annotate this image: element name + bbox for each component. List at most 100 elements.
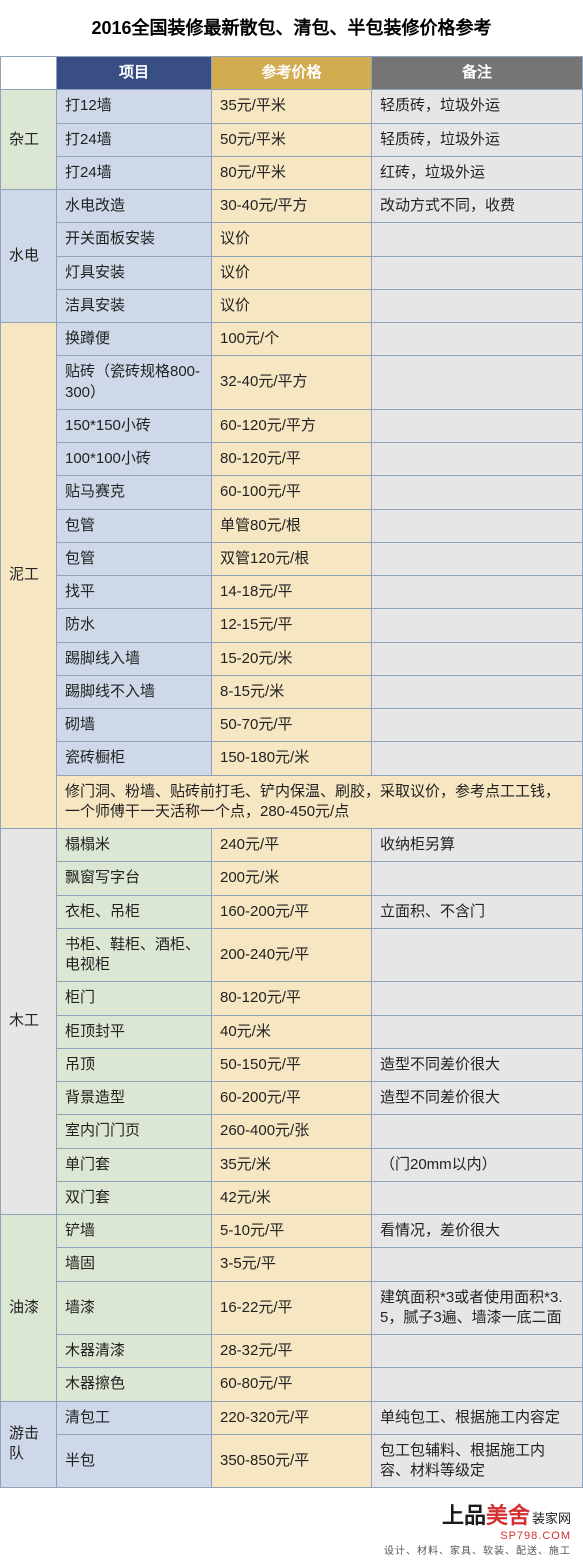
price-cell: 32-40元/平方 bbox=[212, 356, 372, 410]
footer-logo-a: 上品 bbox=[442, 1503, 486, 1528]
item-cell: 书柜、鞋柜、酒柜、电视柜 bbox=[57, 928, 212, 982]
item-cell: 墙漆 bbox=[57, 1281, 212, 1335]
note-cell bbox=[372, 982, 583, 1015]
table-row: 包管双管120元/根 bbox=[1, 542, 583, 575]
table-row: 修门洞、粉墙、贴砖前打毛、铲内保温、刷胶，采取议价，参考点工工钱，一个师傅干一天… bbox=[1, 775, 583, 829]
note-cell: 看情况，差价很大 bbox=[372, 1215, 583, 1248]
item-cell: 踢脚线不入墙 bbox=[57, 675, 212, 708]
note-cell bbox=[372, 1181, 583, 1214]
price-cell: 60-120元/平方 bbox=[212, 409, 372, 442]
item-cell: 半包 bbox=[57, 1434, 212, 1488]
price-table: 项目 参考价格 备注 杂工打12墙35元/平米轻质砖，垃圾外运打24墙50元/平… bbox=[0, 56, 583, 1488]
price-cell: 80-120元/平 bbox=[212, 443, 372, 476]
table-row: 灯具安装议价 bbox=[1, 256, 583, 289]
price-cell: 议价 bbox=[212, 256, 372, 289]
note-cell: 单纯包工、根据施工内容定 bbox=[372, 1401, 583, 1434]
price-cell: 60-200元/平 bbox=[212, 1082, 372, 1115]
price-cell: 35元/平米 bbox=[212, 90, 372, 123]
item-cell: 衣柜、吊柜 bbox=[57, 895, 212, 928]
table-body: 杂工打12墙35元/平米轻质砖，垃圾外运打24墙50元/平米轻质砖，垃圾外运打2… bbox=[1, 90, 583, 1488]
table-row: 贴马赛克60-100元/平 bbox=[1, 476, 583, 509]
item-cell: 榻榻米 bbox=[57, 829, 212, 862]
item-cell: 洁具安装 bbox=[57, 289, 212, 322]
note-cell bbox=[372, 509, 583, 542]
item-cell: 背景造型 bbox=[57, 1082, 212, 1115]
price-cell: 42元/米 bbox=[212, 1181, 372, 1214]
price-cell: 14-18元/平 bbox=[212, 576, 372, 609]
table-row: 砌墙50-70元/平 bbox=[1, 709, 583, 742]
table-row: 木器清漆28-32元/平 bbox=[1, 1335, 583, 1368]
category-cell: 水电 bbox=[1, 190, 57, 323]
price-cell: 50-150元/平 bbox=[212, 1048, 372, 1081]
table-row: 打24墙80元/平米红砖，垃圾外运 bbox=[1, 156, 583, 189]
note-cell bbox=[372, 1368, 583, 1401]
note-cell bbox=[372, 576, 583, 609]
table-row: 衣柜、吊柜160-200元/平立面积、不含门 bbox=[1, 895, 583, 928]
footer-url: SP798.COM bbox=[12, 1530, 571, 1542]
table-row: 柜门80-120元/平 bbox=[1, 982, 583, 1015]
price-cell: 40元/米 bbox=[212, 1015, 372, 1048]
price-cell: 60-100元/平 bbox=[212, 476, 372, 509]
note-cell bbox=[372, 256, 583, 289]
item-cell: 踢脚线入墙 bbox=[57, 642, 212, 675]
note-cell bbox=[372, 443, 583, 476]
price-cell: 350-850元/平 bbox=[212, 1434, 372, 1488]
price-cell: 160-200元/平 bbox=[212, 895, 372, 928]
price-cell: 200-240元/平 bbox=[212, 928, 372, 982]
item-cell: 木器清漆 bbox=[57, 1335, 212, 1368]
table-row: 单门套35元/米（门20mm以内） bbox=[1, 1148, 583, 1181]
category-cell: 泥工 bbox=[1, 323, 57, 829]
table-row: 找平14-18元/平 bbox=[1, 576, 583, 609]
table-row: 瓷砖橱柜150-180元/米 bbox=[1, 742, 583, 775]
table-row: 木器擦色60-80元/平 bbox=[1, 1368, 583, 1401]
price-cell: 240元/平 bbox=[212, 829, 372, 862]
item-cell: 150*150小砖 bbox=[57, 409, 212, 442]
price-cell: 30-40元/平方 bbox=[212, 190, 372, 223]
note-cell bbox=[372, 1015, 583, 1048]
price-cell: 12-15元/平 bbox=[212, 609, 372, 642]
item-cell: 贴砖（瓷砖规格800-300） bbox=[57, 356, 212, 410]
item-cell: 木器擦色 bbox=[57, 1368, 212, 1401]
note-cell bbox=[372, 409, 583, 442]
table-row: 油漆铲墙5-10元/平看情况，差价很大 bbox=[1, 1215, 583, 1248]
header-item: 项目 bbox=[57, 57, 212, 90]
price-cell: 80元/平米 bbox=[212, 156, 372, 189]
note-cell: 造型不同差价很大 bbox=[372, 1082, 583, 1115]
note-cell bbox=[372, 642, 583, 675]
price-cell: 50元/平米 bbox=[212, 123, 372, 156]
table-row: 踢脚线不入墙8-15元/米 bbox=[1, 675, 583, 708]
note-cell: 造型不同差价很大 bbox=[372, 1048, 583, 1081]
item-cell: 开关面板安装 bbox=[57, 223, 212, 256]
note-cell bbox=[372, 289, 583, 322]
price-cell: 5-10元/平 bbox=[212, 1215, 372, 1248]
note-cell bbox=[372, 709, 583, 742]
note-cell bbox=[372, 476, 583, 509]
note-cell: 建筑面积*3或者使用面积*3.5，腻子3遍、墙漆一底二面 bbox=[372, 1281, 583, 1335]
header-price: 参考价格 bbox=[212, 57, 372, 90]
note-cell bbox=[372, 223, 583, 256]
price-cell: 28-32元/平 bbox=[212, 1335, 372, 1368]
price-cell: 议价 bbox=[212, 289, 372, 322]
category-cell: 杂工 bbox=[1, 90, 57, 190]
note-cell: 轻质砖，垃圾外运 bbox=[372, 123, 583, 156]
table-row: 室内门门页260-400元/张 bbox=[1, 1115, 583, 1148]
table-row: 100*100小砖80-120元/平 bbox=[1, 443, 583, 476]
note-cell: 收纳柜另算 bbox=[372, 829, 583, 862]
table-row: 洁具安装议价 bbox=[1, 289, 583, 322]
page-title: 2016全国装修最新散包、清包、半包装修价格参考 bbox=[0, 0, 583, 56]
table-row: 背景造型60-200元/平造型不同差价很大 bbox=[1, 1082, 583, 1115]
item-cell: 柜门 bbox=[57, 982, 212, 1015]
table-row: 杂工打12墙35元/平米轻质砖，垃圾外运 bbox=[1, 90, 583, 123]
note-cell bbox=[372, 1335, 583, 1368]
item-cell: 打12墙 bbox=[57, 90, 212, 123]
table-row: 书柜、鞋柜、酒柜、电视柜200-240元/平 bbox=[1, 928, 583, 982]
table-row: 水电水电改造30-40元/平方改动方式不同，收费 bbox=[1, 190, 583, 223]
note-cell: 包工包辅料、根据施工内容、材料等级定 bbox=[372, 1434, 583, 1488]
price-cell: 8-15元/米 bbox=[212, 675, 372, 708]
table-row: 开关面板安装议价 bbox=[1, 223, 583, 256]
table-row: 半包350-850元/平包工包辅料、根据施工内容、材料等级定 bbox=[1, 1434, 583, 1488]
item-cell: 双门套 bbox=[57, 1181, 212, 1214]
item-cell: 贴马赛克 bbox=[57, 476, 212, 509]
price-cell: 200元/米 bbox=[212, 862, 372, 895]
item-cell: 柜顶封平 bbox=[57, 1015, 212, 1048]
